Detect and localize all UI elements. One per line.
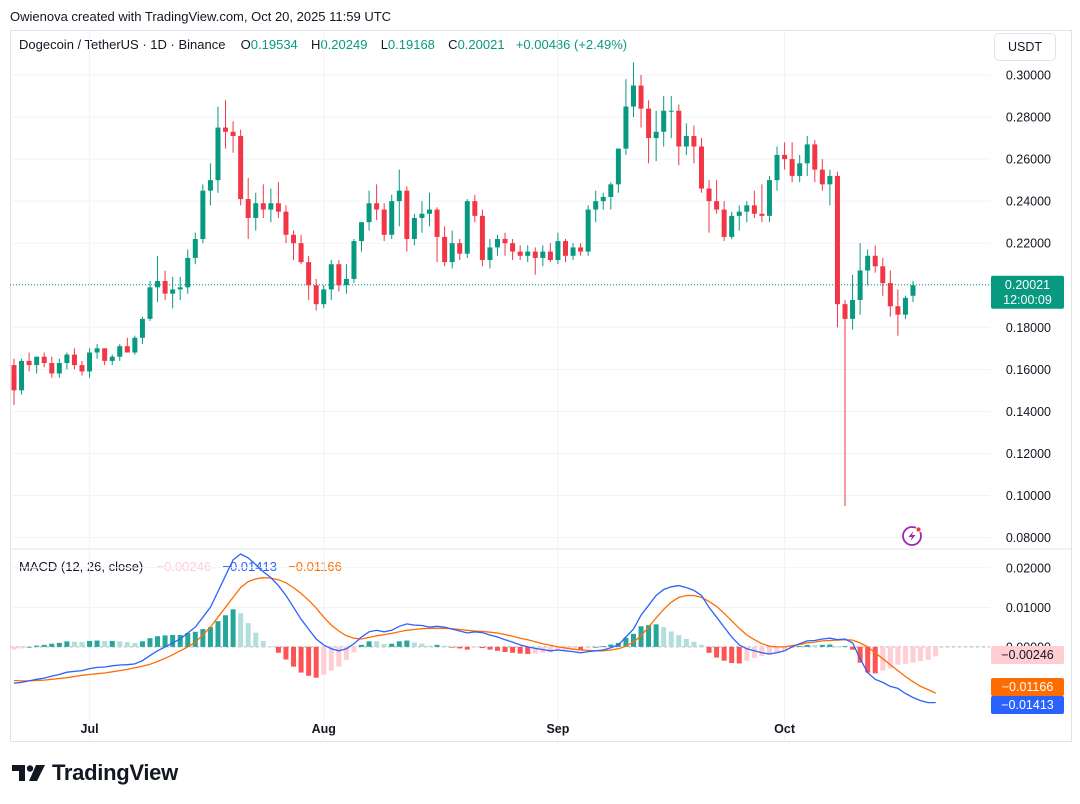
tradingview-logo[interactable]: TradingView: [12, 760, 178, 786]
high-label: H: [311, 37, 321, 52]
tradingview-logo-icon: [12, 765, 45, 781]
change-value: +0.00486 (+2.49%): [515, 37, 628, 52]
symbol-title[interactable]: Dogecoin / TetherUS · 1D · Binance: [19, 37, 226, 52]
low-value: 0.19168: [387, 37, 435, 52]
macd-legend-signal: −0.01166: [288, 559, 342, 574]
chart-frame: [10, 30, 1072, 742]
low-label: L: [380, 37, 388, 52]
open-value: 0.19534: [250, 37, 298, 52]
macd-legend: MACD (12, 26, close) −0.00246 −0.01413 −…: [19, 559, 342, 574]
open-label: O: [240, 37, 251, 52]
close-value: 0.20021: [457, 37, 505, 52]
symbol-header: Dogecoin / TetherUS · 1D · Binance O0.19…: [19, 37, 627, 52]
macd-legend-macd: −0.01413: [222, 559, 277, 574]
macd-indicator-title[interactable]: MACD (12, 26, close): [19, 559, 144, 574]
currency-button[interactable]: USDT: [994, 33, 1056, 61]
high-value: 0.20249: [320, 37, 368, 52]
chart-credit: Owienova created with TradingView.com, O…: [10, 9, 392, 24]
macd-legend-histogram: −0.00246: [156, 559, 212, 574]
close-label: C: [448, 37, 458, 52]
brand-name: TradingView: [52, 760, 178, 785]
